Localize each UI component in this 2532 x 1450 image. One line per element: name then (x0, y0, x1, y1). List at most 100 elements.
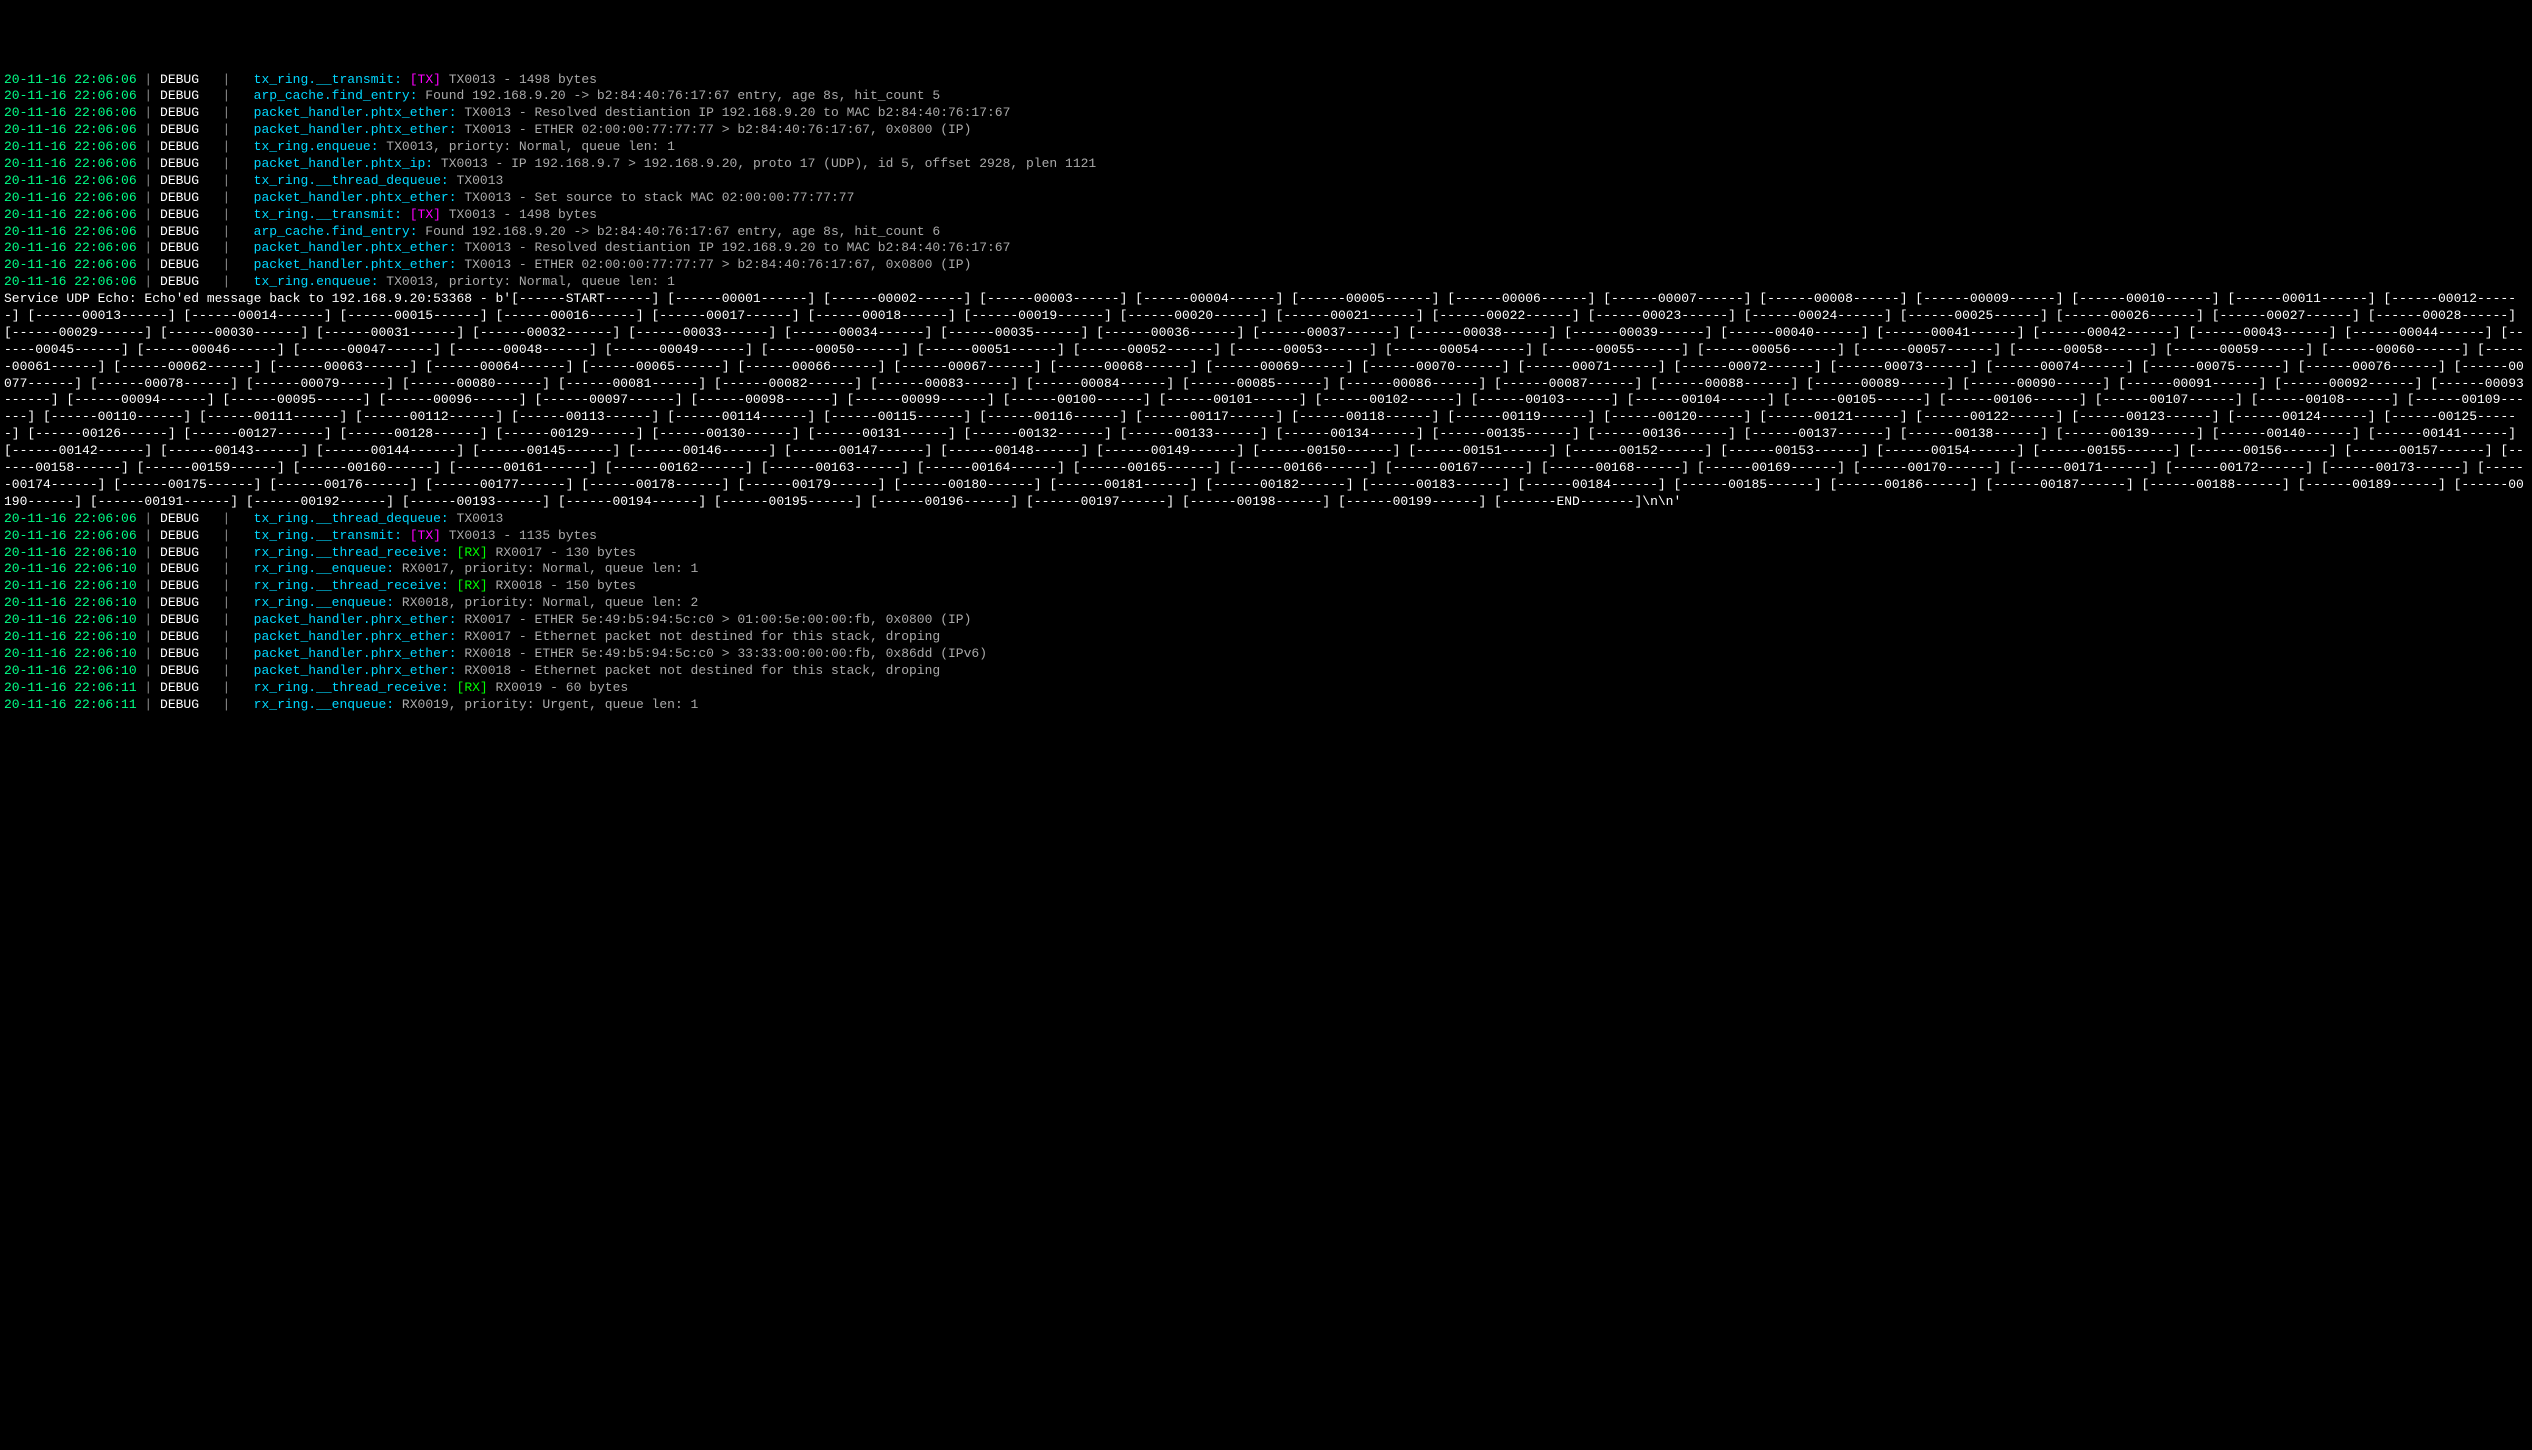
log-line: 20-11-16 22:06:06 | DEBUG | tx_ring.enqu… (4, 139, 2528, 156)
log-separator: | (137, 612, 160, 627)
log-level: DEBUG (160, 257, 199, 272)
log-timestamp: 20-11-16 22:06:11 (4, 697, 137, 712)
log-timestamp: 20-11-16 22:06:06 (4, 207, 137, 222)
log-line: 20-11-16 22:06:06 | DEBUG | tx_ring.__th… (4, 173, 2528, 190)
log-level: DEBUG (160, 697, 199, 712)
udp-echo-output: Service UDP Echo: Echo'ed message back t… (4, 291, 2528, 511)
log-timestamp: 20-11-16 22:06:06 (4, 511, 137, 526)
log-timestamp: 20-11-16 22:06:06 (4, 224, 137, 239)
log-message: TX0013 - IP 192.168.9.7 > 192.168.9.20, … (433, 156, 1096, 171)
log-separator: | (222, 561, 230, 576)
log-separator: | (222, 697, 230, 712)
log-line: 20-11-16 22:06:06 | DEBUG | packet_handl… (4, 257, 2528, 274)
log-separator: | (137, 545, 160, 560)
log-separator: | (137, 88, 160, 103)
log-message: TX0013, priorty: Normal, queue len: 1 (379, 274, 675, 289)
log-line: 20-11-16 22:06:10 | DEBUG | packet_handl… (4, 629, 2528, 646)
log-separator: | (222, 88, 230, 103)
log-line: 20-11-16 22:06:11 | DEBUG | rx_ring.__th… (4, 680, 2528, 697)
log-separator: | (222, 612, 230, 627)
log-timestamp: 20-11-16 22:06:10 (4, 561, 137, 576)
log-timestamp: 20-11-16 22:06:06 (4, 528, 137, 543)
log-message: TX0013 - Resolved destiantion IP 192.168… (457, 105, 1011, 120)
log-timestamp: 20-11-16 22:06:10 (4, 612, 137, 627)
log-separator: | (137, 274, 160, 289)
tx-tag: [TX] (410, 207, 441, 222)
log-line: 20-11-16 22:06:10 | DEBUG | packet_handl… (4, 612, 2528, 629)
log-line: 20-11-16 22:06:06 | DEBUG | packet_handl… (4, 122, 2528, 139)
log-component: packet_handler.phrx_ether: (254, 663, 457, 678)
log-separator: | (222, 257, 230, 272)
log-message: Found 192.168.9.20 -> b2:84:40:76:17:67 … (418, 88, 941, 103)
log-component: arp_cache.find_entry: (254, 88, 418, 103)
log-timestamp: 20-11-16 22:06:06 (4, 274, 137, 289)
log-message: RX0017, priority: Normal, queue len: 1 (394, 561, 698, 576)
log-separator: | (222, 629, 230, 644)
log-message: TX0013 (449, 511, 504, 526)
log-message: RX0017 - ETHER 5e:49:b5:94:5c:c0 > 01:00… (457, 612, 972, 627)
log-message: RX0019 - 60 bytes (488, 680, 628, 695)
log-level: DEBUG (160, 680, 199, 695)
log-message: RX0017 - Ethernet packet not destined fo… (457, 629, 941, 644)
log-separator: | (222, 528, 230, 543)
log-line: 20-11-16 22:06:11 | DEBUG | rx_ring.__en… (4, 697, 2528, 714)
log-component: tx_ring.__transmit: (254, 207, 402, 222)
log-timestamp: 20-11-16 22:06:06 (4, 257, 137, 272)
log-separator: | (137, 190, 160, 205)
log-separator: | (137, 578, 160, 593)
log-separator: | (137, 173, 160, 188)
log-separator: | (222, 274, 230, 289)
log-separator: | (137, 257, 160, 272)
log-timestamp: 20-11-16 22:06:10 (4, 663, 137, 678)
log-separator: | (137, 561, 160, 576)
log-separator: | (222, 240, 230, 255)
log-separator: | (137, 105, 160, 120)
log-line: 20-11-16 22:06:06 | DEBUG | tx_ring.__th… (4, 511, 2528, 528)
log-separator: | (137, 663, 160, 678)
log-timestamp: 20-11-16 22:06:10 (4, 646, 137, 661)
log-message: TX0013 - Set source to stack MAC 02:00:0… (457, 190, 855, 205)
log-level: DEBUG (160, 122, 199, 137)
log-separator: | (222, 173, 230, 188)
log-separator: | (222, 190, 230, 205)
log-line: 20-11-16 22:06:06 | DEBUG | packet_handl… (4, 105, 2528, 122)
log-component: arp_cache.find_entry: (254, 224, 418, 239)
log-level: DEBUG (160, 274, 199, 289)
log-line: 20-11-16 22:06:10 | DEBUG | rx_ring.__th… (4, 578, 2528, 595)
log-line: 20-11-16 22:06:06 | DEBUG | arp_cache.fi… (4, 224, 2528, 241)
log-line: 20-11-16 22:06:06 | DEBUG | tx_ring.enqu… (4, 274, 2528, 291)
log-separator: | (222, 578, 230, 593)
rx-tag: [RX] (457, 545, 488, 560)
log-timestamp: 20-11-16 22:06:06 (4, 88, 137, 103)
log-line: 20-11-16 22:06:10 | DEBUG | rx_ring.__en… (4, 595, 2528, 612)
log-level: DEBUG (160, 561, 199, 576)
log-component: rx_ring.__enqueue: (254, 595, 394, 610)
log-separator: | (222, 545, 230, 560)
log-component: packet_handler.phtx_ether: (254, 190, 457, 205)
log-message: TX0013 - 1498 bytes (441, 207, 597, 222)
log-message: TX0013 (449, 173, 504, 188)
log-message: RX0017 - 130 bytes (488, 545, 636, 560)
log-separator: | (137, 629, 160, 644)
log-timestamp: 20-11-16 22:06:06 (4, 173, 137, 188)
log-separator: | (137, 224, 160, 239)
log-component: tx_ring.__transmit: (254, 72, 402, 87)
log-component: packet_handler.phtx_ether: (254, 122, 457, 137)
tx-tag: [TX] (410, 72, 441, 87)
log-component: packet_handler.phrx_ether: (254, 629, 457, 644)
log-component: packet_handler.phtx_ether: (254, 105, 457, 120)
log-line: 20-11-16 22:06:10 | DEBUG | packet_handl… (4, 646, 2528, 663)
log-level: DEBUG (160, 190, 199, 205)
log-line: 20-11-16 22:06:10 | DEBUG | packet_handl… (4, 663, 2528, 680)
log-message: TX0013, priorty: Normal, queue len: 1 (379, 139, 675, 154)
log-level: DEBUG (160, 72, 199, 87)
log-message: Found 192.168.9.20 -> b2:84:40:76:17:67 … (418, 224, 941, 239)
log-component: tx_ring.__transmit: (254, 528, 402, 543)
log-level: DEBUG (160, 612, 199, 627)
log-line: 20-11-16 22:06:10 | DEBUG | rx_ring.__en… (4, 561, 2528, 578)
log-line: 20-11-16 22:06:06 | DEBUG | packet_handl… (4, 240, 2528, 257)
log-level: DEBUG (160, 139, 199, 154)
log-line: 20-11-16 22:06:10 | DEBUG | rx_ring.__th… (4, 545, 2528, 562)
log-level: DEBUG (160, 629, 199, 644)
log-separator: | (137, 156, 160, 171)
